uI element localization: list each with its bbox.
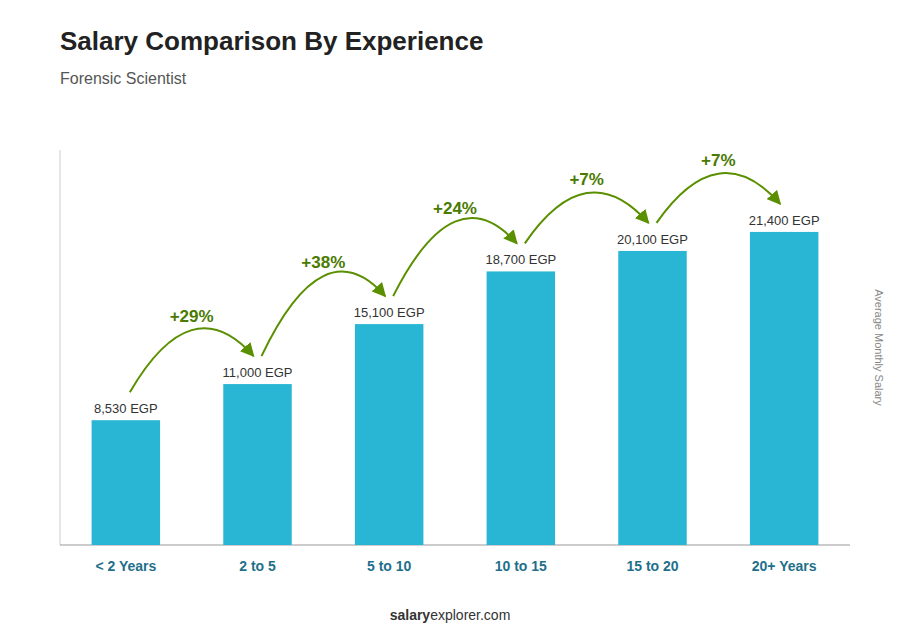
change-arrow bbox=[393, 218, 517, 296]
change-arrow bbox=[525, 192, 649, 243]
data-label: 18,700 EGP bbox=[485, 252, 556, 267]
data-label: 20,100 EGP bbox=[617, 232, 688, 247]
annotation: +29% bbox=[170, 307, 214, 326]
change-arrow bbox=[262, 272, 386, 356]
data-label: 15,100 EGP bbox=[354, 305, 425, 320]
title: Salary Comparison By Experience bbox=[60, 26, 483, 56]
annotation: +7% bbox=[569, 170, 604, 189]
bar bbox=[355, 324, 423, 545]
change-arrow bbox=[657, 173, 781, 223]
annotation: +24% bbox=[433, 199, 477, 218]
x-tick-label: 15 to 20 bbox=[626, 558, 678, 574]
x-tick-label: 2 to 5 bbox=[239, 558, 276, 574]
data-label: 21,400 EGP bbox=[749, 213, 820, 228]
annotation: +7% bbox=[701, 151, 736, 170]
bar bbox=[92, 420, 160, 545]
annotation: +38% bbox=[301, 253, 345, 272]
bar bbox=[750, 232, 818, 545]
bar bbox=[223, 384, 291, 545]
bar bbox=[487, 271, 555, 545]
x-tick-label: 20+ Years bbox=[752, 558, 817, 574]
subtitle: Forensic Scientist bbox=[60, 70, 187, 87]
bar bbox=[618, 251, 686, 545]
y-axis-line bbox=[60, 150, 61, 545]
footer: salaryexplorer.com bbox=[390, 607, 511, 623]
chart-container: Salary Comparison By Experience Forensic … bbox=[0, 0, 900, 641]
y-axis-label: Average Monthly Salary bbox=[873, 289, 885, 406]
footer-part: explorer.com bbox=[430, 607, 510, 623]
change-arrow bbox=[130, 328, 254, 392]
data-label: 8,530 EGP bbox=[94, 401, 158, 416]
x-tick-label: 10 to 15 bbox=[495, 558, 547, 574]
x-tick-label: 5 to 10 bbox=[367, 558, 412, 574]
x-axis-line bbox=[60, 545, 850, 546]
x-tick-label: < 2 Years bbox=[95, 558, 156, 574]
bars bbox=[92, 232, 819, 545]
footer-part: salary bbox=[390, 607, 431, 623]
chart-svg: Salary Comparison By Experience Forensic … bbox=[0, 0, 900, 641]
data-label: 11,000 EGP bbox=[223, 365, 293, 380]
